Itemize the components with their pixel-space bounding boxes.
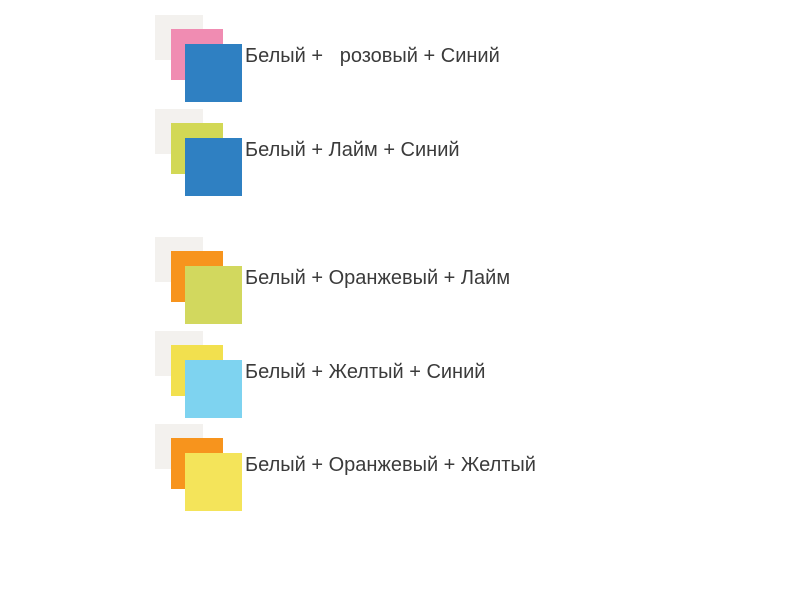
- combo-label: Белый + Лайм + Синий: [245, 139, 460, 161]
- combo-label: Белый + Оранжевый + Желтый: [245, 454, 536, 476]
- swatch-blue-square: [185, 44, 242, 102]
- color-combo-row: Белый + Оранжевый + Желтый: [155, 424, 775, 516]
- combo-label: Белый + Желтый + Синий: [245, 361, 486, 383]
- color-combo-row: Белый + розовый + Синий: [155, 15, 775, 107]
- combo-label: Белый + Оранжевый + Лайм: [245, 267, 511, 289]
- swatch-yellow-square: [185, 453, 242, 511]
- swatch-skyblue-square: [185, 360, 242, 418]
- color-combo-row: Белый + Лайм + Синий: [155, 109, 775, 201]
- color-combo-row: Белый + Оранжевый + Лайм: [155, 237, 775, 329]
- color-combo-row: Белый + Желтый + Синий: [155, 331, 775, 423]
- swatch-lime-square: [185, 266, 242, 324]
- swatch-blue-square: [185, 138, 242, 196]
- combo-label: Белый + розовый + Синий: [245, 45, 500, 67]
